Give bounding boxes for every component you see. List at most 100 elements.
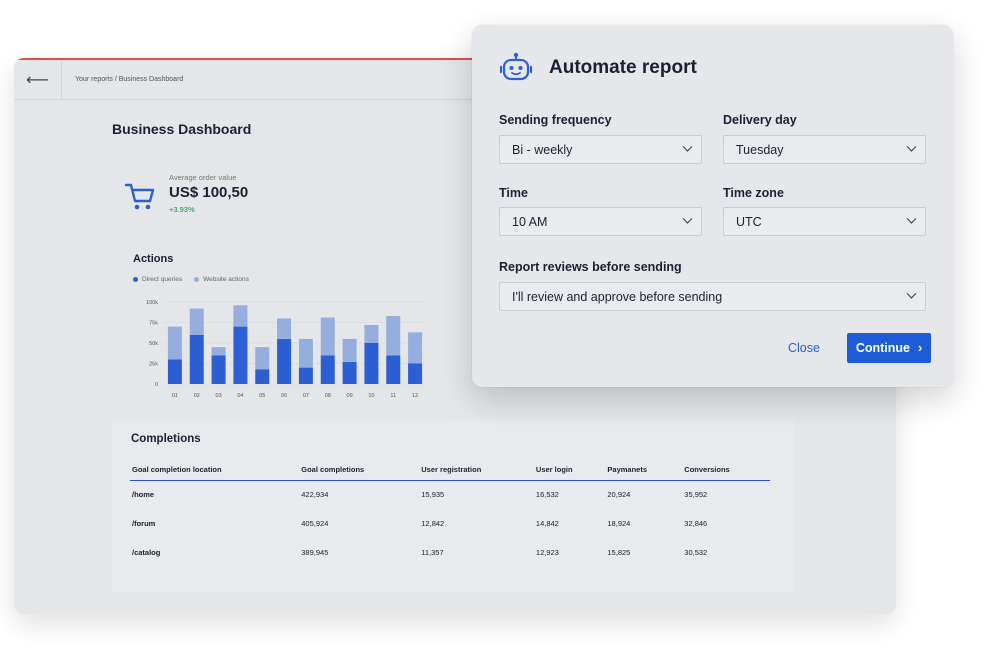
bar-website-actions bbox=[408, 332, 423, 364]
table-cell: 389,945 bbox=[301, 548, 329, 557]
legend-label: Direct queries bbox=[142, 276, 183, 283]
kpi-value: US$ 100,50 bbox=[169, 184, 249, 201]
continue-button[interactable]: Continue › bbox=[847, 333, 931, 363]
table-cell: 20,924 bbox=[607, 490, 631, 500]
x-tick-label: 12 bbox=[412, 393, 418, 399]
kpi-label: Average order value bbox=[169, 173, 237, 182]
x-tick-label: 06 bbox=[281, 393, 287, 399]
chevron-down-icon bbox=[682, 141, 693, 152]
table-cell: 30,532 bbox=[684, 548, 708, 557]
bar-direct-queries bbox=[386, 355, 401, 384]
close-button[interactable]: Close bbox=[788, 341, 820, 355]
table-cell: 14,842 bbox=[535, 519, 559, 528]
actions-chart: 0 25k 50k 75k 100k 01 02 03 04 05 06 07 08 09 10 11 12 bbox=[146, 300, 426, 399]
continue-label: Continue bbox=[855, 341, 910, 355]
chart-legend: Direct queries Website actions bbox=[133, 276, 249, 283]
time-zone-select[interactable]: UTC bbox=[723, 207, 926, 236]
table-row: /forum 405,924 12,842 14,842 18,924 32,8… bbox=[130, 509, 770, 538]
actions-title: Actions bbox=[133, 253, 174, 265]
bar-direct-queries bbox=[189, 334, 204, 384]
bar-website-actions bbox=[342, 338, 357, 362]
bar-website-actions bbox=[298, 338, 313, 368]
table-cell: 16,532 bbox=[535, 490, 559, 500]
bar-website-actions bbox=[211, 347, 226, 356]
x-tick-label: 03 bbox=[216, 393, 222, 399]
x-tick-label: 05 bbox=[259, 393, 265, 399]
table-cell: 405,924 bbox=[301, 519, 329, 528]
legend-label: Website actions bbox=[203, 276, 249, 283]
chevron-down-icon bbox=[682, 213, 693, 224]
bar-website-actions bbox=[189, 308, 204, 335]
bar-website-actions bbox=[320, 317, 335, 356]
table-cell: /home bbox=[132, 490, 155, 500]
time-zone-value: UTC bbox=[736, 214, 762, 229]
time-select[interactable]: 10 AM bbox=[499, 207, 702, 236]
bar-direct-queries bbox=[364, 343, 379, 384]
bar-direct-queries bbox=[408, 363, 423, 384]
column-header: Goal completions bbox=[299, 460, 420, 481]
time-label: Time bbox=[499, 186, 528, 200]
x-tick-label: 08 bbox=[325, 393, 331, 399]
table-cell: 32,846 bbox=[684, 519, 708, 528]
top-bar: ⟵ Your reports / Business Dashboard bbox=[14, 59, 896, 100]
bar-direct-queries bbox=[233, 326, 248, 384]
bar-direct-queries bbox=[320, 355, 335, 384]
modal-header: Automate report bbox=[499, 52, 697, 84]
table-header-row: Goal completion location Goal completion… bbox=[130, 460, 770, 481]
table-cell: 12,923 bbox=[535, 548, 559, 557]
x-tick-label: 10 bbox=[368, 393, 374, 399]
column-header: Paymanets bbox=[605, 460, 683, 481]
robot-icon bbox=[499, 52, 533, 81]
bar-direct-queries bbox=[255, 369, 270, 384]
x-tick-label: 01 bbox=[172, 393, 178, 399]
x-tick-label: 11 bbox=[390, 393, 396, 399]
table-row: /home 422,934 15,935 16,532 20,924 35,95… bbox=[130, 480, 770, 509]
legend-swatch bbox=[133, 277, 138, 282]
frequency-label: Sending frequency bbox=[499, 113, 612, 127]
back-arrow-icon: ⟵ bbox=[26, 71, 49, 89]
y-tick-label: 75k bbox=[149, 321, 158, 327]
breadcrumb[interactable]: Your reports / Business Dashboard bbox=[75, 76, 184, 83]
y-tick-label: 25k bbox=[149, 362, 158, 368]
review-label: Report reviews before sending bbox=[499, 260, 682, 274]
table-cell: 15,825 bbox=[607, 548, 631, 557]
table-cell: 422,934 bbox=[301, 490, 329, 500]
frequency-value: Bi - weekly bbox=[512, 142, 573, 157]
bar-website-actions bbox=[233, 305, 248, 327]
completions-card bbox=[112, 420, 794, 592]
table-cell: 18,924 bbox=[607, 519, 631, 528]
legend-item-website-actions: Website actions bbox=[194, 276, 249, 283]
completions-table: Goal completion location Goal completion… bbox=[130, 460, 770, 567]
bar-website-actions bbox=[364, 324, 379, 343]
completions-title: Completions bbox=[131, 433, 201, 445]
table-cell: 11,357 bbox=[421, 548, 444, 557]
frequency-select[interactable]: Bi - weekly bbox=[499, 135, 702, 164]
x-tick-label: 04 bbox=[237, 393, 243, 399]
bar-direct-queries bbox=[211, 355, 226, 384]
cart-icon bbox=[124, 183, 155, 210]
table-cell: 35,952 bbox=[684, 490, 708, 500]
time-zone-label: Time zone bbox=[723, 186, 784, 200]
table-cell: /forum bbox=[132, 519, 156, 528]
chevron-down-icon bbox=[906, 213, 917, 224]
legend-item-direct-queries: Direct queries bbox=[133, 276, 182, 283]
column-header: Conversions bbox=[682, 460, 770, 481]
bar-website-actions bbox=[277, 318, 292, 339]
x-tick-label: 09 bbox=[347, 393, 353, 399]
review-select[interactable]: I'll review and approve before sending bbox=[499, 282, 926, 311]
time-value: 10 AM bbox=[512, 214, 548, 229]
bar-website-actions bbox=[167, 326, 182, 360]
review-value: I'll review and approve before sending bbox=[512, 289, 723, 304]
x-tick-label: 07 bbox=[303, 393, 309, 399]
chevron-down-icon bbox=[906, 288, 917, 299]
x-tick-label: 02 bbox=[194, 393, 200, 399]
bar-website-actions bbox=[255, 347, 270, 370]
y-tick-label: 50k bbox=[149, 341, 158, 347]
y-tick-label: 0 bbox=[155, 382, 158, 388]
y-tick-label: 100k bbox=[146, 300, 158, 306]
table-cell: 12,842 bbox=[421, 519, 445, 528]
automate-report-modal: Automate report Sending frequency Bi - w… bbox=[472, 25, 953, 387]
back-button[interactable]: ⟵ bbox=[14, 59, 62, 100]
delivery-day-select[interactable]: Tuesday bbox=[723, 135, 926, 164]
